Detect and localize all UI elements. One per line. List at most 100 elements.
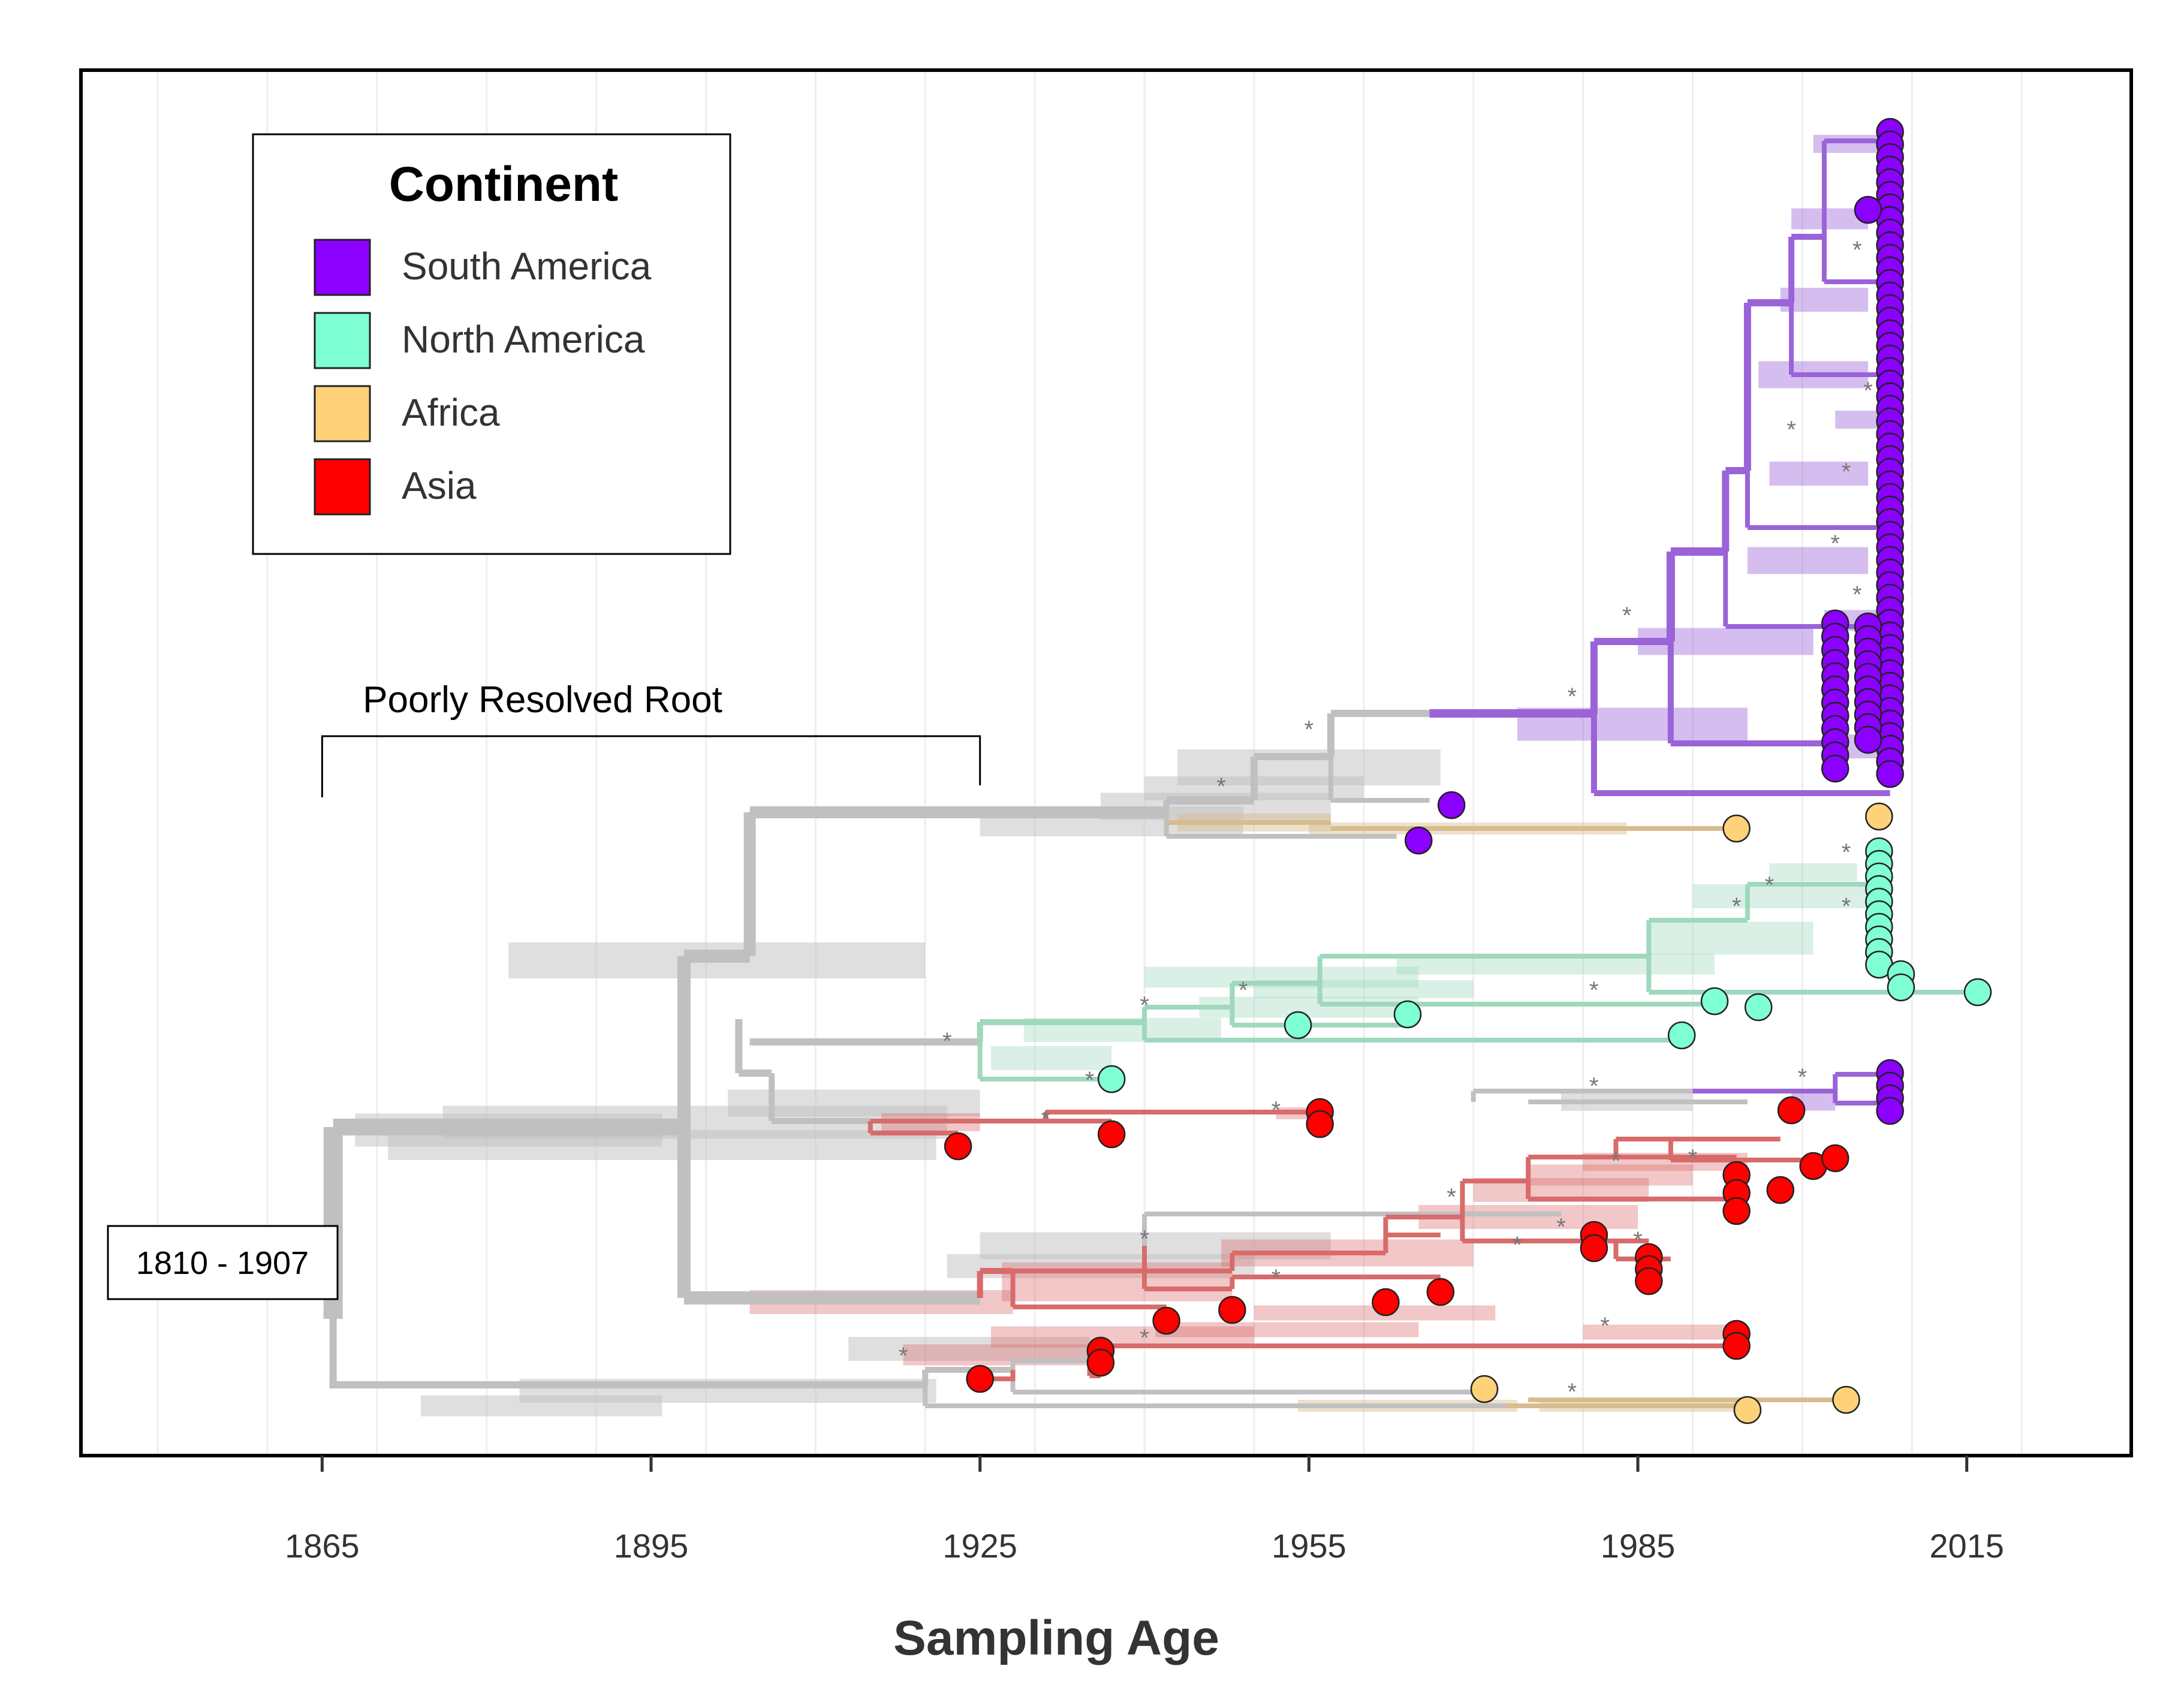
tip-point	[1393, 1000, 1422, 1029]
tip-point	[966, 1364, 994, 1393]
tip-point	[1404, 826, 1433, 855]
tip-point	[1426, 1278, 1455, 1306]
x-axis: 1865 1895 1925 1955 1985 2015	[285, 1456, 2004, 1565]
tip-point	[1580, 1234, 1608, 1263]
tip-point	[1722, 1331, 1751, 1360]
tip-point	[1470, 1375, 1499, 1403]
legend-swatch	[314, 239, 371, 296]
interval-bar	[1199, 996, 1419, 1018]
significance-star: *	[1611, 1148, 1621, 1174]
legend-swatch	[314, 312, 371, 369]
legend-label: Africa	[402, 391, 500, 434]
interval-bar	[1780, 288, 1869, 312]
tip-point	[1437, 791, 1466, 820]
significance-star: *	[1842, 459, 1851, 485]
significance-star: *	[1830, 531, 1840, 557]
significance-star: *	[1567, 1379, 1577, 1405]
tip-point	[1744, 993, 1773, 1022]
tip-point	[1097, 1120, 1126, 1149]
tip-point	[1854, 725, 1882, 754]
interval-bar	[990, 1046, 1112, 1070]
tip-point	[1821, 1144, 1849, 1173]
tip-point	[1218, 1296, 1246, 1324]
interval-bar	[1528, 1164, 1693, 1186]
x-tick-label: 1955	[1272, 1527, 1346, 1565]
significance-star: *	[1140, 1325, 1149, 1351]
significance-star: *	[1041, 1106, 1051, 1132]
tip-point	[1722, 814, 1751, 843]
tip-point	[1887, 973, 1915, 1002]
significance-star: *	[1272, 1265, 1281, 1291]
legend-label: North America	[402, 318, 645, 361]
legend: Continent South America North America Afri…	[252, 133, 731, 555]
plot-frame	[79, 68, 2133, 1457]
interval-bar	[1835, 411, 1879, 429]
tip-point	[1152, 1306, 1180, 1335]
interval-bar	[420, 1395, 662, 1417]
significance-star: *	[1688, 1145, 1698, 1171]
significance-star: *	[1589, 1073, 1599, 1099]
significance-markers: ************** ****** ** *** *** *******	[899, 237, 1873, 1405]
tip-point	[1821, 754, 1849, 783]
significance-star: *	[1447, 1184, 1456, 1210]
tip-point	[1097, 1065, 1126, 1093]
root-bracket-label: Poorly Resolved Root	[363, 679, 722, 721]
tip-point	[1306, 1110, 1334, 1138]
tip-point	[1777, 1096, 1806, 1125]
interval-bar	[1692, 884, 1869, 908]
significance-star: *	[1556, 1214, 1566, 1240]
branch	[329, 1319, 926, 1388]
significance-star: *	[1600, 1313, 1610, 1339]
tip-point	[1733, 1396, 1762, 1424]
significance-star: *	[1732, 893, 1742, 920]
tip-point	[1854, 195, 1882, 224]
significance-star: *	[1140, 992, 1149, 1019]
tip-point	[1963, 978, 1992, 1007]
significance-star: *	[1140, 1226, 1149, 1252]
significance-star: *	[1852, 237, 1862, 263]
significance-star: *	[1272, 1097, 1281, 1123]
legend-swatch	[314, 385, 371, 442]
significance-star: *	[1305, 716, 1314, 743]
significance-star: *	[1852, 582, 1862, 608]
root-range-label: 1810 - 1907	[136, 1245, 309, 1281]
interval-bar	[1155, 1322, 1419, 1337]
interval-bar	[1583, 1324, 1737, 1340]
tip-point	[1086, 1348, 1115, 1377]
interval-bar	[947, 1254, 1254, 1278]
x-tick-label: 1925	[942, 1527, 1017, 1565]
interval-bar	[1769, 863, 1857, 881]
legend-label: Asia	[402, 464, 477, 507]
significance-star: *	[1513, 1232, 1522, 1258]
tip-point	[1865, 802, 1893, 831]
significance-star: *	[1765, 872, 1775, 899]
significance-star: *	[1085, 1067, 1095, 1093]
tip-point	[1667, 1021, 1696, 1050]
tip-point	[1832, 1385, 1860, 1414]
x-tick-label: 1985	[1601, 1527, 1676, 1565]
significance-star: *	[1589, 977, 1599, 1004]
significance-star: *	[1863, 378, 1873, 404]
significance-star: *	[1842, 893, 1851, 920]
x-tick-label: 2015	[1929, 1527, 2004, 1565]
tip-point	[1372, 1288, 1400, 1317]
legend-label: South America	[402, 245, 652, 288]
tip-point	[1876, 760, 1904, 788]
tip-point	[1722, 1197, 1751, 1225]
significance-star: *	[942, 1028, 952, 1055]
significance-star: *	[1787, 417, 1796, 443]
tip-point	[1876, 1096, 1904, 1125]
significance-star: *	[1239, 977, 1248, 1004]
legend-title: Continent	[389, 157, 619, 212]
interval-bar	[1649, 921, 1814, 955]
interval-bar	[1769, 462, 1869, 486]
tip-point	[944, 1132, 972, 1161]
significance-star: *	[1842, 839, 1851, 866]
significance-star: *	[1798, 1064, 1808, 1090]
tip-point	[1635, 1267, 1663, 1296]
x-tick-label: 1895	[614, 1527, 689, 1565]
tip-point	[1766, 1176, 1795, 1204]
interval-bar	[1002, 1262, 1233, 1302]
significance-star: *	[1216, 773, 1226, 800]
